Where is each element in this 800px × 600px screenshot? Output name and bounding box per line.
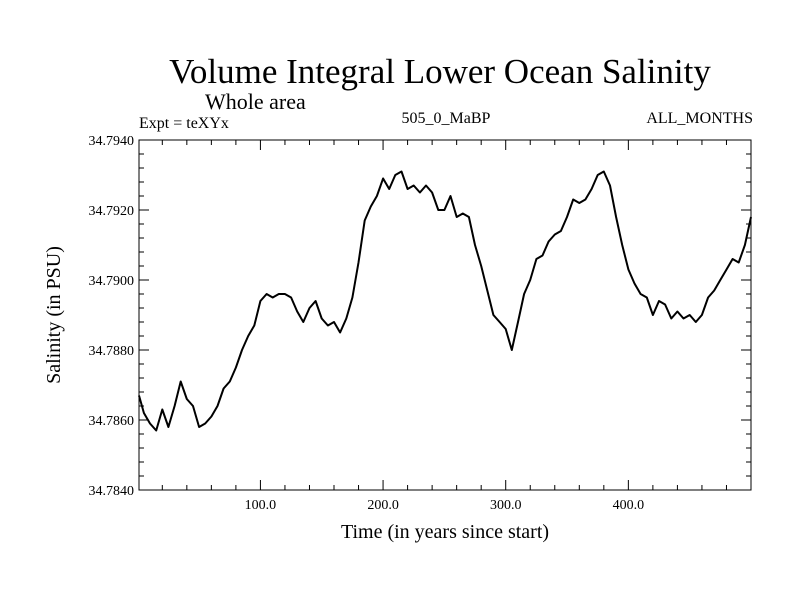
x-tick-label: 400.0	[613, 498, 645, 513]
experiment-label: Expt = teXYx	[139, 115, 229, 132]
x-tick-label: 100.0	[245, 498, 277, 513]
y-tick-label: 34.7900	[89, 274, 135, 289]
period-label: 505_0_MaBP	[401, 110, 491, 127]
x-tick-label: 300.0	[490, 498, 522, 513]
months-label: ALL_MONTHS	[646, 110, 753, 127]
chart-title: Volume Integral Lower Ocean Salinity	[169, 52, 711, 91]
chart-subtitle: Whole area	[205, 89, 306, 114]
y-axis-label: Salinity (in PSU)	[43, 246, 65, 384]
y-tick-label: 34.7920	[89, 204, 135, 219]
x-tick-label: 200.0	[367, 498, 399, 513]
plot-frame	[138, 139, 752, 491]
y-tick-label: 34.7840	[89, 484, 135, 499]
y-tick-label: 34.7940	[89, 134, 135, 149]
salinity-series-line	[138, 170, 752, 432]
y-tick-label: 34.7880	[89, 344, 135, 359]
x-axis-label: Time (in years since start)	[341, 521, 549, 543]
y-tick-label: 34.7860	[89, 414, 135, 429]
